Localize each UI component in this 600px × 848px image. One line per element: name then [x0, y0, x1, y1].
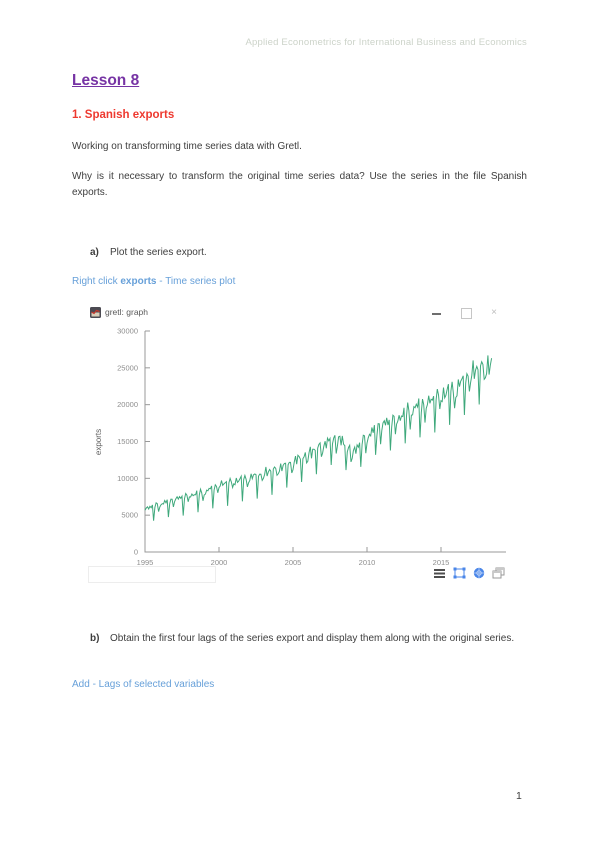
page-number: 1	[516, 790, 522, 802]
list-item-b-label: b)	[90, 633, 100, 644]
svg-text:2000: 2000	[211, 558, 228, 567]
gretl-app-icon	[90, 307, 101, 318]
section-heading: 1. Spanish exports	[72, 109, 175, 121]
coordinate-display-box	[88, 566, 216, 583]
list-item-a: a) Plot the series export.	[90, 245, 527, 261]
close-icon[interactable]: ×	[491, 307, 497, 318]
copy-windows-icon[interactable]	[492, 567, 505, 579]
timeseries-plot: 0 5000 10000 15000 20000 25000 30000 1995 2000 20…	[94, 327, 506, 567]
document-header: Applied Econometrics for International B…	[245, 37, 527, 48]
svg-text:2015: 2015	[433, 558, 450, 567]
svg-text:15000: 15000	[117, 437, 138, 446]
window-statusbar	[87, 566, 507, 584]
svg-text:2005: 2005	[285, 558, 302, 567]
selection-rect-icon[interactable]	[453, 567, 466, 579]
list-item-a-text: Plot the series export.	[110, 247, 207, 258]
gretl-graph-window: gretl: graph × 0 5000 10000 15000 20000 25000…	[87, 304, 507, 588]
caption-a-bold: exports	[120, 276, 157, 287]
maximize-icon[interactable]	[459, 306, 473, 319]
svg-text:30000: 30000	[117, 327, 138, 336]
paragraph-question: Why is it necessary to transform the ori…	[72, 171, 527, 198]
svg-text:10000: 10000	[117, 474, 138, 483]
plot-toolbar	[433, 567, 505, 579]
svg-text:20000: 20000	[117, 400, 138, 409]
svg-text:0: 0	[134, 548, 138, 557]
minimize-icon[interactable]	[430, 306, 444, 319]
globe-icon[interactable]	[473, 567, 485, 579]
list-item-b-text: Obtain the first four lags of the series…	[110, 633, 515, 644]
svg-text:2010: 2010	[359, 558, 376, 567]
menu-icon[interactable]	[433, 568, 446, 579]
window-titlebar: gretl: graph ×	[87, 304, 507, 322]
list-item-a-label: a)	[90, 247, 99, 258]
list-item-b: b) Obtain the first four lags of the ser…	[90, 631, 527, 647]
svg-text:5000: 5000	[121, 511, 138, 520]
svg-text:1995: 1995	[137, 558, 154, 567]
caption-a-suffix: - Time series plot	[156, 276, 236, 287]
svg-text:exports: exports	[94, 429, 103, 455]
svg-text:25000: 25000	[117, 363, 138, 372]
instruction-caption-a: Right click exports - Time series plot	[72, 276, 235, 287]
window-title: gretl: graph	[105, 307, 148, 317]
paragraph-intro: Working on transforming time series data…	[72, 141, 302, 152]
instruction-caption-b: Add - Lags of selected variables	[72, 679, 215, 690]
page-title: Lesson 8	[72, 72, 140, 89]
caption-a-prefix: Right click	[72, 276, 121, 287]
